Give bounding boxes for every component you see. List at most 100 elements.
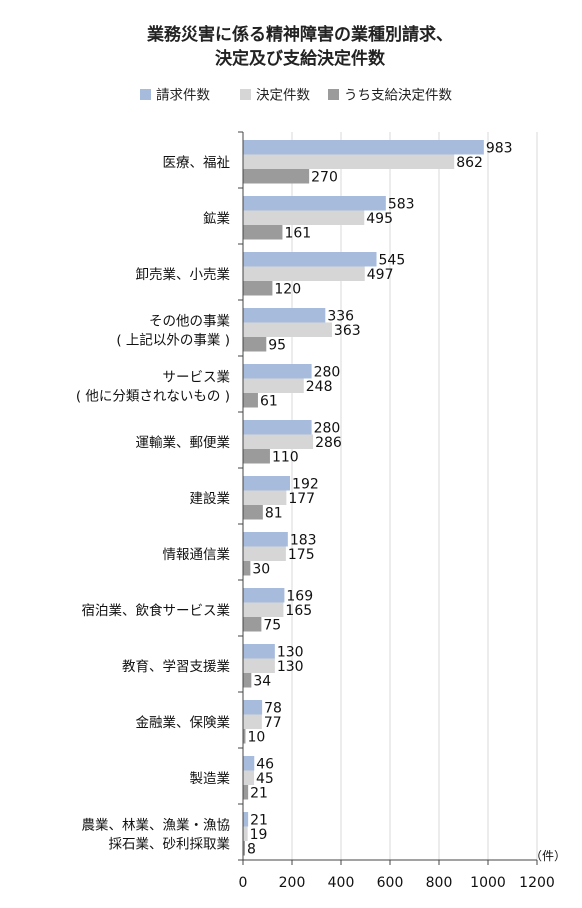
data-label: 161 <box>284 226 311 242</box>
data-label: 8 <box>247 842 256 858</box>
data-label: 169 <box>286 589 313 605</box>
bar <box>243 700 263 715</box>
data-label: 75 <box>263 618 281 634</box>
x-tick-label: 0 <box>239 875 248 891</box>
bar <box>243 252 377 267</box>
data-label: 21 <box>250 813 268 829</box>
bar <box>243 770 255 785</box>
x-tick-label: 200 <box>279 875 306 891</box>
bar <box>243 169 310 184</box>
bar <box>243 785 249 800</box>
data-label: 280 <box>314 421 341 437</box>
bar <box>243 210 365 225</box>
bar <box>243 434 314 449</box>
data-label: 34 <box>253 674 271 690</box>
bar <box>243 490 287 505</box>
bar <box>243 308 326 323</box>
category-label: 農業、林業、漁業・漁協 <box>82 817 231 833</box>
data-label: 192 <box>292 477 319 493</box>
data-label: 286 <box>315 435 342 451</box>
data-label: 95 <box>268 338 286 354</box>
bar <box>243 602 284 617</box>
x-tick-label: 1200 <box>519 875 555 891</box>
bar <box>243 364 312 379</box>
legend-label: 決定件数 <box>256 88 310 104</box>
data-label: 495 <box>366 211 393 227</box>
category-label: 鉱業 <box>203 211 230 227</box>
legend-swatch <box>328 89 339 100</box>
data-label: 130 <box>277 659 304 675</box>
data-label: 19 <box>250 827 268 843</box>
x-tick-label: 1000 <box>470 875 506 891</box>
bar <box>243 281 273 296</box>
data-label: 270 <box>311 170 338 186</box>
category-label: ( 他に分類されないもの ) <box>76 388 230 404</box>
bar <box>243 714 262 729</box>
bar <box>243 154 455 169</box>
bar <box>243 588 285 603</box>
data-label: 165 <box>285 603 312 619</box>
category-label: 宿泊業、飲食サービス業 <box>82 602 231 619</box>
data-label: 545 <box>379 253 406 269</box>
x-tick-label: 600 <box>377 875 404 891</box>
unit-label: （件） <box>530 849 566 863</box>
category-label: 情報通信業 <box>163 547 231 563</box>
bar <box>243 673 252 688</box>
bar <box>243 420 312 435</box>
data-label: 77 <box>264 715 282 731</box>
data-label: 497 <box>367 267 394 283</box>
gridlines <box>291 132 538 860</box>
data-label: 81 <box>265 506 283 522</box>
bar <box>243 196 386 211</box>
x-tick-label: 400 <box>328 875 355 891</box>
category-label: 製造業 <box>190 771 231 787</box>
bar <box>243 225 283 240</box>
bar <box>243 658 275 673</box>
data-label: 61 <box>260 394 278 410</box>
data-label: 46 <box>256 757 274 773</box>
data-label: 110 <box>272 450 299 466</box>
bar <box>243 505 263 520</box>
data-label: 336 <box>327 309 354 325</box>
data-label: 280 <box>314 365 341 381</box>
bar <box>243 266 365 281</box>
bar <box>243 393 258 408</box>
bar <box>243 729 246 744</box>
bar <box>243 449 270 464</box>
data-label: 363 <box>334 323 361 339</box>
x-tick-label: 800 <box>426 875 453 891</box>
bar <box>243 617 262 632</box>
data-label: 183 <box>290 533 317 549</box>
category-label: ( 上記以外の事業 ) <box>116 331 230 348</box>
legend-label: 請求件数 <box>156 88 210 104</box>
bar <box>243 140 484 155</box>
bar <box>243 532 288 547</box>
category-label: 医療、福祉 <box>163 154 231 171</box>
legend-swatch <box>240 89 251 100</box>
data-label: 78 <box>264 701 282 717</box>
bar <box>243 337 267 352</box>
data-label: 21 <box>250 786 268 802</box>
data-label: 175 <box>288 547 315 563</box>
chart-title-line-2: 決定及び支給決定件数 <box>215 48 386 69</box>
bar <box>243 378 304 393</box>
value-labels: 9838622705834951615454971203363639528024… <box>247 141 513 858</box>
data-label: 177 <box>288 491 315 507</box>
legend-label: うち支給決定件数 <box>344 88 452 104</box>
data-label: 30 <box>252 562 270 578</box>
category-label: 運輸業、郵便業 <box>136 435 231 451</box>
category-label: その他の事業 <box>149 313 230 329</box>
chart-title: 業務災害に係る精神障害の業種別請求、 決定及び支給決定件数 <box>147 24 453 69</box>
bar <box>243 756 255 771</box>
legend-swatch <box>140 89 151 100</box>
bar <box>243 812 249 827</box>
data-label: 130 <box>277 645 304 661</box>
data-label: 983 <box>486 141 513 157</box>
category-label: 教育、学習支援業 <box>122 659 230 675</box>
category-label: 卸売業、小売業 <box>136 267 231 283</box>
axes: 0 200 400 600 800 1000 1200 <box>238 131 555 891</box>
data-label: 583 <box>388 197 415 213</box>
data-label: 120 <box>274 282 301 298</box>
